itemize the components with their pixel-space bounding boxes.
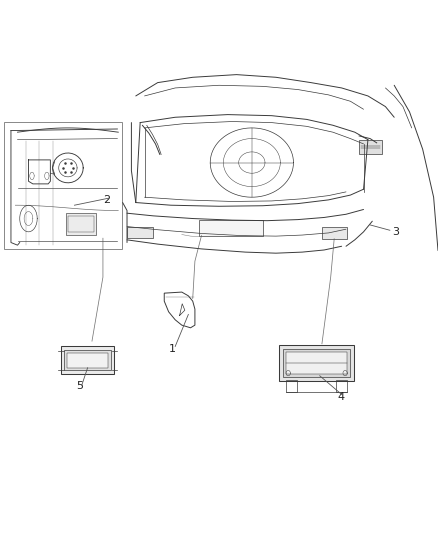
Text: 4: 4: [337, 392, 344, 402]
Bar: [199, 220, 263, 236]
Bar: [4, 122, 122, 249]
Bar: [68, 216, 94, 232]
Bar: [64, 350, 111, 370]
Bar: [67, 353, 108, 368]
Text: 3: 3: [392, 227, 399, 237]
Text: 1: 1: [169, 344, 176, 354]
Bar: [286, 380, 297, 392]
Text: 5: 5: [77, 382, 84, 391]
Bar: [359, 140, 382, 154]
Bar: [286, 352, 347, 374]
Bar: [283, 349, 350, 377]
Bar: [322, 227, 347, 239]
Bar: [127, 227, 153, 238]
Text: 2: 2: [103, 195, 110, 205]
Bar: [336, 380, 347, 392]
Bar: [66, 213, 96, 235]
Bar: [279, 345, 354, 381]
Bar: [61, 346, 114, 374]
